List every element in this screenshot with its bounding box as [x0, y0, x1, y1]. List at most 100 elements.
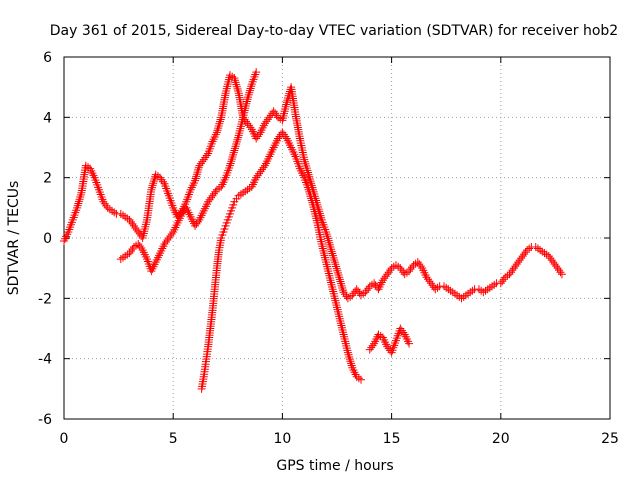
data-point: [305, 190, 314, 199]
data-point: [125, 249, 134, 258]
data-point: [99, 197, 108, 206]
data-point: [73, 203, 82, 212]
data-point: [147, 185, 156, 194]
data-point: [399, 268, 408, 277]
data-point: [327, 247, 336, 256]
data-point: [131, 223, 140, 232]
data-point: [338, 286, 347, 295]
data-point: [260, 119, 269, 128]
data-point: [553, 264, 562, 273]
data-point: [243, 119, 252, 128]
data-point: [544, 252, 553, 261]
data-point: [332, 301, 341, 310]
data-point: [381, 338, 390, 347]
data-point: [337, 323, 346, 332]
data-point: [305, 174, 314, 183]
data-point: [307, 196, 316, 205]
data-point: [235, 126, 244, 135]
data-point: [164, 234, 173, 242]
data-point: [518, 252, 527, 261]
data-point: [324, 267, 333, 276]
data-point: [557, 270, 566, 279]
data-point: [263, 115, 272, 124]
data-point: [330, 292, 339, 301]
data-point: [308, 198, 317, 207]
data-point: [204, 197, 213, 206]
data-point: [238, 115, 247, 124]
data-point: [300, 157, 309, 166]
data-point: [62, 232, 71, 241]
data-point: [320, 251, 329, 260]
data-point: [76, 193, 85, 202]
data-point: [211, 187, 220, 196]
data-point: [520, 250, 529, 259]
data-point: [334, 307, 343, 316]
data-point: [336, 319, 345, 328]
data-point: [160, 240, 169, 249]
data-point: [229, 148, 238, 157]
data-point: [323, 262, 332, 271]
data-point: [232, 82, 241, 91]
data-point: [234, 131, 243, 140]
data-point: [355, 289, 364, 298]
data-point: [348, 291, 357, 300]
data-point: [407, 263, 416, 272]
data-point: [307, 181, 316, 190]
data-point: [341, 337, 350, 346]
data-point: [198, 157, 207, 166]
data-point: [253, 132, 262, 141]
data-point: [334, 271, 343, 280]
data-point: [74, 199, 83, 208]
data-point: [194, 163, 203, 172]
data-point: [515, 256, 524, 265]
data-point: [236, 124, 245, 133]
data-point: [320, 253, 329, 262]
y-tick-label: -6: [38, 412, 52, 428]
data-point: [333, 303, 341, 312]
data-point: [256, 167, 265, 176]
data-point: [229, 150, 238, 159]
data-point: [265, 113, 274, 122]
y-tick-label: 2: [43, 171, 52, 187]
data-point: [331, 260, 340, 269]
data-point: [343, 346, 352, 355]
data-point: [342, 292, 351, 301]
data-point: [147, 183, 156, 192]
data-point: [405, 339, 414, 348]
data-point: [177, 209, 186, 218]
data-point: [232, 80, 241, 89]
data-point: [280, 107, 289, 116]
data-point: [243, 95, 252, 104]
data-point: [429, 283, 438, 292]
data-point: [499, 275, 508, 284]
data-point: [549, 258, 558, 267]
data-point: [322, 230, 331, 239]
data-point: [88, 169, 97, 178]
data-point: [214, 124, 223, 133]
data-point: [413, 258, 422, 267]
data-point: [337, 321, 346, 330]
data-point: [340, 332, 349, 341]
data-series: [116, 68, 261, 276]
data-point: [75, 195, 84, 204]
data-point: [428, 281, 437, 290]
data-point: [230, 76, 239, 85]
data-point: [307, 179, 316, 188]
tick-labels: 0 5 10 15 20 25 -6 -4 -2 0 2 4 6: [38, 50, 619, 447]
data-point: [74, 197, 83, 206]
data-point: [324, 269, 333, 278]
data-point: [319, 246, 328, 255]
data-point: [128, 245, 137, 254]
data-point: [192, 219, 201, 228]
data-point: [219, 178, 228, 187]
y-axis-label: SDTVAR / TECUs: [6, 181, 22, 296]
data-point: [224, 77, 233, 86]
data-point: [339, 328, 348, 337]
data-point: [221, 89, 230, 98]
data-point: [334, 310, 343, 319]
data-point: [225, 161, 234, 170]
data-point: [269, 107, 278, 116]
y-tick-label: -2: [38, 291, 52, 307]
